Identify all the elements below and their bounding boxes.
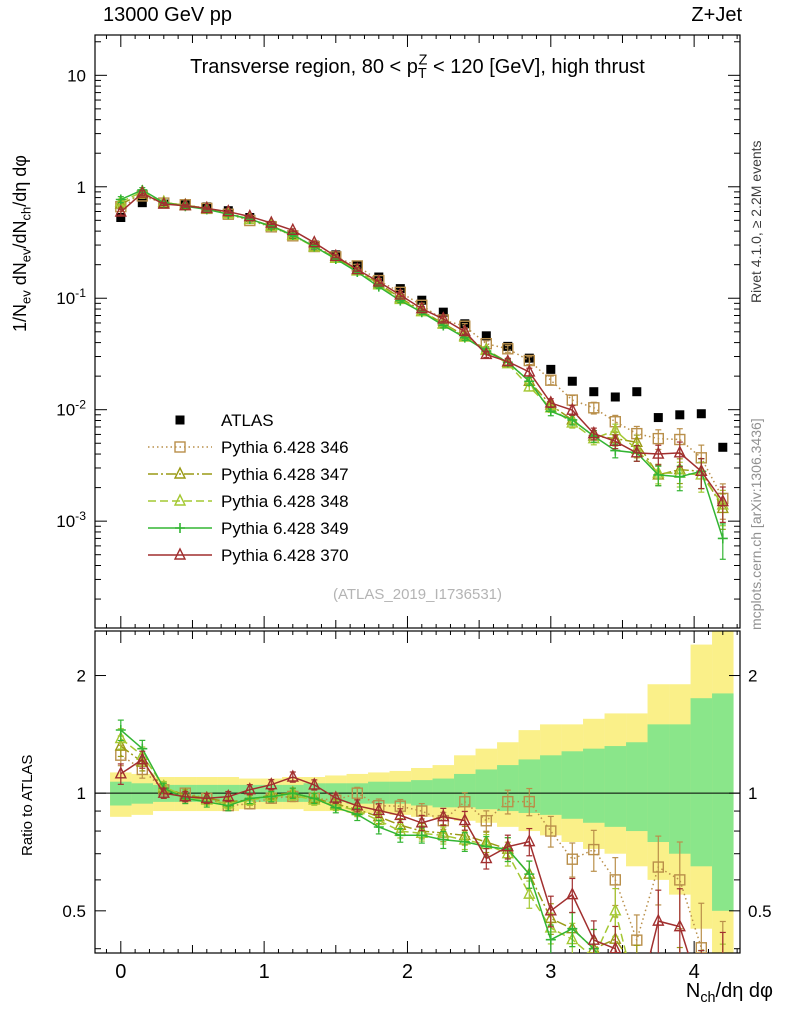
series-main-pythia-6-428-347 [114,186,729,530]
legend: ATLAS Pythia 6.428 346 Pythia 6.428 347 Pyt… [148,411,349,565]
svg-text:Ratio to ATLAS: Ratio to ATLAS [19,755,36,856]
svg-text:10-3: 10-3 [56,509,86,531]
svg-text:2: 2 [748,667,757,686]
legend-label: Pythia 6.428 346 [221,438,349,457]
svg-text:2: 2 [77,667,86,686]
legend-label: Pythia 6.428 349 [221,519,349,538]
series-main-atlas [116,198,728,452]
svg-text:10-1: 10-1 [56,286,86,308]
rivet-version-note: Rivet 4.1.0, ≥ 2.2M events [748,140,764,303]
svg-text:1: 1 [77,178,86,197]
analysis-id-watermark: (ATLAS_2019_I1736531) [332,586,502,603]
svg-text:Nch/dη dφ: Nch/dη dφ [686,980,773,1006]
legend-label: Pythia 6.428 348 [221,492,349,511]
ratio-band-green [110,693,734,911]
svg-text:0.5: 0.5 [748,902,772,921]
series-ratio-pythia-6-428-370 [114,750,726,953]
svg-text:0.5: 0.5 [62,902,86,921]
svg-text:Transverse region, 80 < pTZ <: Transverse region, 80 < pTZ < 120 [GeV],… [190,53,645,83]
svg-text:0: 0 [115,961,126,983]
legend-label: ATLAS [221,411,274,430]
svg-text:3: 3 [545,961,556,983]
svg-text:2: 2 [402,961,413,983]
svg-text:10-2: 10-2 [56,398,86,420]
mcplots-citation-note: mcplots.cern.ch [arXiv:1306.3436] [748,418,764,630]
svg-text:4: 4 [689,961,700,983]
beam-energy-label: 13000 GeV pp [103,4,232,26]
legend-label: Pythia 6.428 347 [221,465,349,484]
axis-titles: Transverse region, 80 < pTZ < 120 [GeV],… [10,53,773,1007]
svg-text:10: 10 [67,66,86,85]
svg-text:1: 1 [77,784,86,803]
legend-label: Pythia 6.428 370 [221,546,349,565]
svg-text:1: 1 [748,784,757,803]
svg-text:1/Nev dNev/dNch/dη dφ: 1/Nev dNev/dNch/dη dφ [10,155,34,332]
series-main-pythia-6-428-349 [115,184,728,560]
series-main-pythia-6-428-346 [115,190,729,520]
series-main-pythia-6-428-370 [114,185,729,523]
svg-text:1: 1 [259,961,270,983]
process-label: Z+Jet [691,4,742,26]
